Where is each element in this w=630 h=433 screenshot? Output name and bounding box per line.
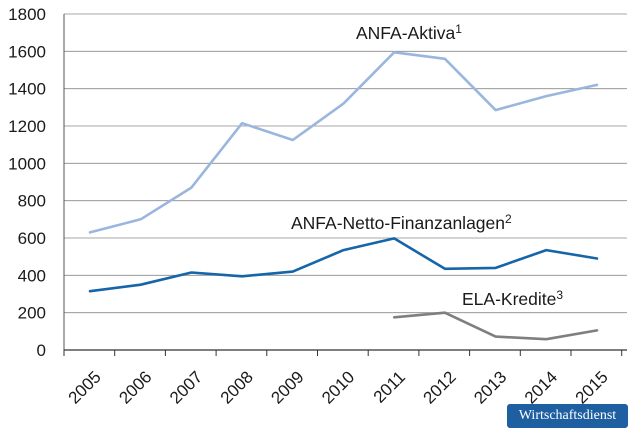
series-label-3: ELA-Kredite3 xyxy=(462,288,563,309)
series-label-1: ANFA-Aktiva1 xyxy=(356,22,462,43)
y-tick-label: 1800 xyxy=(8,5,46,24)
y-tick-label: 800 xyxy=(18,192,46,211)
y-tick-label: 1600 xyxy=(8,42,46,61)
footnote-marker: 2 xyxy=(505,212,512,226)
x-tick-label: 2014 xyxy=(521,367,561,407)
x-tick-label: 2015 xyxy=(572,367,612,407)
x-tick-label: 2013 xyxy=(470,367,510,407)
gridlines xyxy=(64,13,627,314)
x-tick-label: 2012 xyxy=(420,367,460,407)
series-labels: ANFA-Aktiva1 ANFA-Netto-Finanzanlagen2 ELA… xyxy=(291,22,563,309)
y-tick-label: 1400 xyxy=(8,80,46,99)
x-tick-label: 2008 xyxy=(217,367,257,407)
y-tick-label: 0 xyxy=(37,341,46,360)
series-label-2: ANFA-Netto-Finanzanlagen2 xyxy=(291,212,512,233)
x-axis: 2005 2006 2007 2008 2009 2010 2011 2012 2013 2014… xyxy=(63,14,627,408)
x-tick-label: 2009 xyxy=(267,367,307,407)
x-tick-label: 2005 xyxy=(65,367,105,407)
footnote-marker: 1 xyxy=(455,22,462,36)
series-lines xyxy=(88,50,599,341)
y-tick-label: 1000 xyxy=(8,154,46,173)
series-line-1 xyxy=(88,50,599,234)
y-tick-label: 1200 xyxy=(8,117,46,136)
x-tick-label: 2007 xyxy=(166,367,206,407)
series-line-2 xyxy=(88,237,599,293)
y-tick-label: 200 xyxy=(18,304,46,323)
x-tick-label: 2006 xyxy=(115,367,155,407)
series-line-3 xyxy=(392,311,599,341)
x-tick-label: 2010 xyxy=(318,367,358,407)
footnote-marker: 3 xyxy=(556,288,563,302)
y-tick-label: 400 xyxy=(18,266,46,285)
y-axis-ticks: 0 200 400 600 800 1000 1200 1400 1600 1800 xyxy=(8,5,46,360)
x-tick-label: 2011 xyxy=(370,367,409,406)
source-badge: Wirtschaftsdienst xyxy=(507,404,628,428)
y-tick-label: 600 xyxy=(18,229,46,248)
